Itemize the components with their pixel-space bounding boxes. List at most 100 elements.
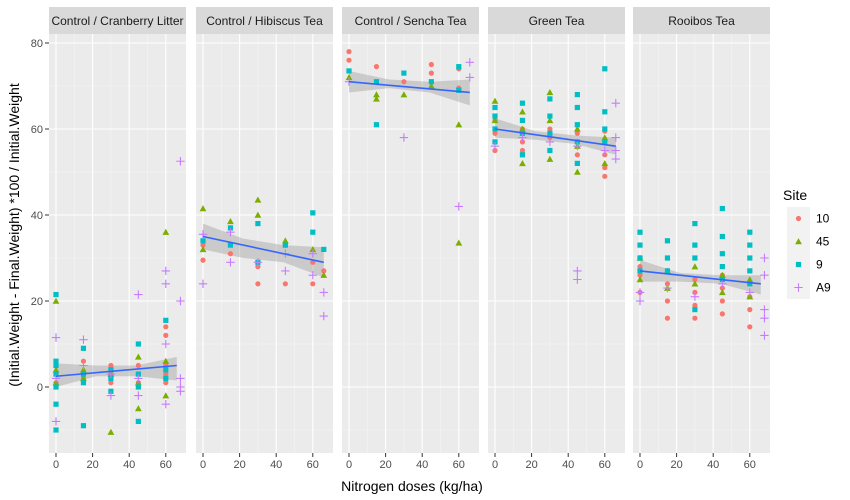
data-point	[519, 100, 526, 106]
data-point	[163, 375, 169, 381]
data-point	[690, 292, 700, 301]
data-point	[176, 296, 185, 306]
x-tick-label: 0	[346, 459, 352, 471]
data-point	[281, 266, 290, 276]
data-point	[176, 387, 185, 396]
data-point	[719, 233, 725, 240]
data-point	[227, 225, 234, 231]
data-point	[692, 315, 698, 321]
data-point	[51, 417, 61, 426]
data-point	[373, 79, 380, 85]
data-point	[611, 99, 620, 108]
facet-strip-label: Rooibos Tea	[668, 14, 735, 28]
data-point	[692, 221, 698, 227]
data-point	[602, 173, 608, 179]
data-point	[519, 108, 526, 115]
facet-panel: Rooibos Tea	[633, 7, 770, 453]
data-point	[491, 117, 499, 124]
data-point	[107, 428, 115, 435]
data-point	[692, 242, 698, 248]
data-point	[718, 279, 727, 288]
panel-background	[196, 34, 333, 453]
facet-panel: Control / Sencha Tea	[342, 7, 479, 453]
data-point	[108, 388, 114, 394]
facet-panel: Control / Hibiscus Tea	[196, 7, 333, 453]
data-point	[718, 271, 726, 278]
data-point	[600, 146, 609, 155]
data-point	[319, 311, 328, 321]
data-point	[601, 134, 609, 141]
data-point	[747, 324, 753, 330]
data-point	[719, 251, 725, 257]
data-point	[161, 279, 170, 288]
data-point	[601, 160, 609, 167]
data-point	[664, 315, 671, 321]
legend-label: 10	[816, 212, 830, 226]
data-point	[573, 168, 581, 175]
data-point	[108, 375, 114, 381]
data-point	[546, 155, 554, 162]
confidence-band	[349, 70, 470, 106]
data-point	[519, 152, 526, 158]
data-point	[574, 130, 580, 136]
data-point	[200, 238, 206, 244]
data-point	[79, 361, 88, 370]
data-point	[428, 61, 434, 68]
legend-item: 10	[787, 207, 830, 230]
data-point	[282, 242, 288, 248]
y-axis-title: (Initial.Weight - Final.Weight) *100 / I…	[6, 83, 22, 387]
x-tick-label: 40	[707, 459, 719, 471]
data-point	[53, 371, 59, 377]
panel-background	[342, 34, 479, 453]
data-point	[491, 97, 499, 104]
x-tick-label: 0	[637, 459, 643, 471]
confidence-band	[203, 223, 324, 278]
data-point	[692, 307, 698, 313]
data-point	[492, 147, 498, 154]
data-point	[692, 302, 698, 308]
y-tick-label: 40	[31, 210, 43, 222]
data-point	[546, 89, 554, 96]
x-tick-label: 60	[307, 459, 319, 471]
data-point	[163, 367, 169, 373]
trend-line	[55, 364, 177, 378]
data-point	[255, 281, 261, 287]
panels: Control / Cranberry Litter Control / Hibi…	[49, 7, 770, 453]
data-point	[134, 290, 143, 299]
data-point	[574, 160, 580, 166]
x-tick-label: 60	[160, 459, 172, 471]
data-point	[573, 266, 582, 276]
data-point	[199, 246, 207, 253]
data-point	[602, 139, 608, 145]
data-point	[611, 154, 620, 164]
facet-strip	[49, 7, 186, 34]
data-point	[52, 366, 60, 373]
x-tick-label: 0	[200, 459, 206, 471]
x-tick-label: 0	[53, 459, 59, 471]
data-point	[747, 242, 753, 248]
data-point	[545, 137, 555, 147]
data-point	[760, 331, 769, 340]
data-point	[373, 64, 380, 70]
panel-background	[633, 34, 770, 453]
data-point	[637, 255, 643, 261]
x-tick-label: 60	[599, 459, 611, 471]
data-point	[309, 246, 317, 253]
data-point	[574, 139, 580, 145]
data-point	[163, 371, 169, 377]
data-point	[108, 362, 114, 369]
data-point	[80, 375, 87, 382]
data-point	[692, 289, 698, 295]
data-point	[574, 104, 580, 111]
trend-line	[202, 235, 324, 264]
data-point	[51, 333, 61, 342]
data-point	[455, 121, 463, 128]
data-point	[200, 257, 206, 263]
data-point	[547, 130, 553, 136]
x-tick-label: 40	[270, 459, 282, 471]
facet-strip-label: Control / Sencha Tea	[355, 14, 467, 28]
data-point	[574, 92, 580, 98]
x-tick-label: 60	[453, 459, 465, 471]
data-point	[255, 264, 261, 270]
